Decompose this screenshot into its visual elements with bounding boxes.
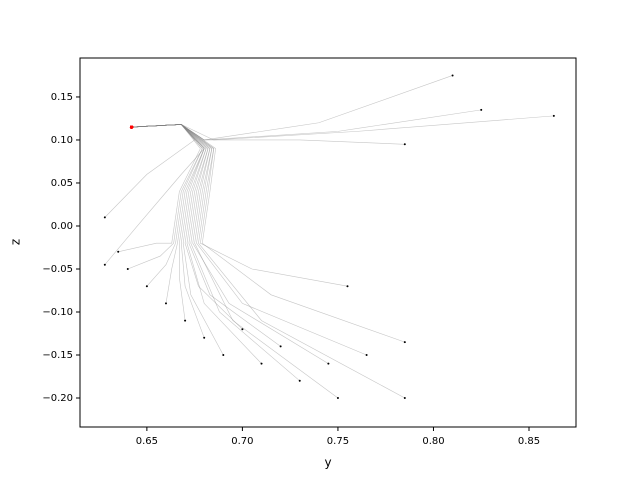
start-point <box>145 285 148 288</box>
trajectory <box>131 124 262 364</box>
y-tick-label: 0.10 <box>51 135 73 146</box>
y-tick-label: −0.05 <box>42 264 73 275</box>
trajectory <box>131 124 205 338</box>
start-point <box>126 267 129 270</box>
trajectory <box>131 124 405 343</box>
trajectory <box>131 124 281 347</box>
trajectory <box>131 124 203 287</box>
start-point <box>241 328 244 331</box>
x-tick-label: 0.85 <box>518 436 540 447</box>
trajectory <box>127 124 203 270</box>
trajectory <box>131 109 482 141</box>
trajectory <box>131 124 405 145</box>
trajectory <box>131 124 329 364</box>
start-point <box>480 108 483 111</box>
start-point <box>103 216 106 219</box>
trajectory <box>131 124 367 356</box>
start-point <box>164 302 167 305</box>
start-point <box>203 336 206 339</box>
trajectory <box>104 124 205 265</box>
trajectory <box>131 124 243 330</box>
y-tick-label: 0.05 <box>51 178 73 189</box>
trajectory <box>131 124 205 304</box>
start-point <box>403 143 406 146</box>
start-point <box>403 397 406 400</box>
y-tick-label: −0.20 <box>42 393 73 404</box>
trajectory <box>131 75 453 141</box>
start-point <box>365 354 368 357</box>
trajectory <box>131 124 224 356</box>
start-point <box>451 74 454 77</box>
y-tick-label: −0.15 <box>42 350 73 361</box>
start-point <box>403 341 406 344</box>
trajectory <box>118 124 201 253</box>
trajectory <box>131 124 405 399</box>
trajectory <box>131 124 300 382</box>
start-point <box>552 114 555 117</box>
x-tick-label: 0.75 <box>327 436 349 447</box>
trajectory <box>104 124 196 218</box>
start-point <box>260 362 263 365</box>
trajectory <box>131 124 348 287</box>
x-tick-label: 0.80 <box>422 436 444 447</box>
trajectory <box>131 124 339 399</box>
start-point <box>346 285 349 288</box>
trajectory <box>131 115 554 141</box>
start-point <box>298 379 301 382</box>
y-tick-label: −0.10 <box>42 307 73 318</box>
plot-frame <box>79 57 577 428</box>
x-axis-label: y <box>324 456 331 470</box>
x-tick-label: 0.65 <box>136 436 158 447</box>
start-point <box>279 345 282 348</box>
start-point <box>103 263 106 266</box>
y-tick-label: 0.15 <box>51 92 73 103</box>
y-tick-label: 0.00 <box>51 221 73 232</box>
start-point <box>327 362 330 365</box>
start-point <box>222 354 225 357</box>
start-point <box>117 250 120 253</box>
start-point <box>336 397 339 400</box>
trajectory <box>131 124 205 321</box>
y-axis-label: z <box>9 239 23 245</box>
start-point <box>184 319 187 322</box>
x-tick-label: 0.70 <box>231 436 253 447</box>
end-point <box>129 125 134 129</box>
